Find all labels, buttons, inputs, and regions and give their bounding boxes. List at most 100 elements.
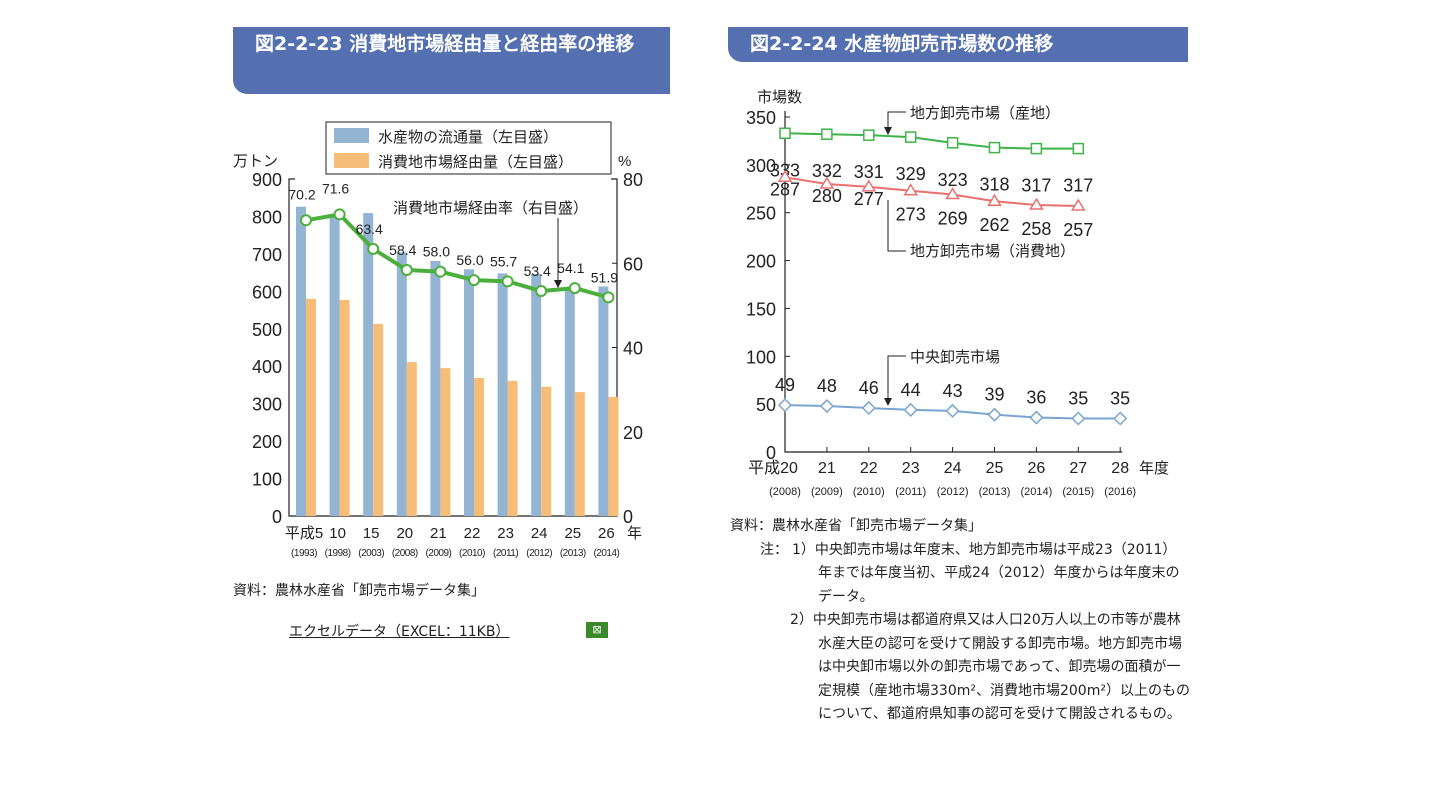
callout-consumption bbox=[887, 200, 906, 252]
rate-label: 58.0 bbox=[423, 244, 450, 260]
y-tick-label: 100 bbox=[746, 347, 776, 367]
y-left-tick-label: 600 bbox=[252, 282, 282, 302]
x-tick-label: 26 bbox=[598, 525, 615, 542]
y-right-tick-label: 80 bbox=[623, 170, 643, 190]
series-label-origin: 地方卸売市場（産地） bbox=[910, 105, 1060, 122]
marker-diamond bbox=[1071, 411, 1086, 426]
data-label: 331 bbox=[854, 162, 884, 182]
marker-square bbox=[1072, 142, 1085, 155]
x-tick-sub-label: (2009) bbox=[425, 548, 451, 559]
excel-data-link[interactable]: エクセルデータ（EXCEL：11KB） bbox=[289, 624, 510, 640]
x-tick-label: 25 bbox=[564, 525, 581, 542]
x-tick-label: 24 bbox=[531, 525, 548, 542]
data-label: 318 bbox=[979, 175, 1009, 195]
rate-point bbox=[535, 285, 548, 298]
marker-square bbox=[821, 128, 833, 140]
rate-line bbox=[305, 212, 609, 300]
y-left-tick-label: 100 bbox=[252, 470, 282, 490]
x-tick-label: 平成20 bbox=[748, 459, 798, 477]
x-tick-label: 平成5 bbox=[285, 525, 323, 542]
left-figure-title: 図2-2-23 消費地市場経由量と経由率の推移 bbox=[233, 27, 670, 94]
x-tick-sub-label: (2011) bbox=[895, 486, 926, 498]
data-label: 277 bbox=[854, 189, 884, 209]
data-label: 317 bbox=[1021, 176, 1051, 196]
rate-label: 71.6 bbox=[322, 180, 349, 196]
bar-flow bbox=[464, 269, 474, 516]
bar-flow bbox=[598, 286, 609, 516]
marker-triangle bbox=[819, 176, 835, 189]
rate-label: 51.9 bbox=[591, 269, 618, 285]
marker-diamond bbox=[819, 398, 834, 414]
y-left-unit: 万トン bbox=[233, 153, 278, 170]
x-tick-sub-label: (2009) bbox=[811, 486, 843, 498]
series-line bbox=[784, 176, 1079, 208]
marker-diamond bbox=[777, 398, 793, 413]
bar-flow bbox=[329, 214, 340, 516]
y-tick-label: 350 bbox=[746, 108, 776, 128]
data-label: 317 bbox=[1063, 176, 1093, 196]
excel-icon[interactable]: ⊠ bbox=[586, 622, 608, 638]
x-tick-sub-label: (2008) bbox=[769, 486, 801, 498]
rate-annotation: 消費地市場経由率（右目盛） bbox=[393, 200, 588, 217]
bar-consumption bbox=[574, 392, 585, 516]
y-tick-label: 300 bbox=[746, 156, 776, 176]
bar-flow bbox=[564, 286, 575, 516]
y-left-tick-label: 200 bbox=[252, 432, 282, 452]
x-tick-label: 20 bbox=[396, 525, 413, 542]
marker-triangle bbox=[987, 193, 1002, 206]
marker-triangle bbox=[945, 187, 960, 200]
data-label: 44 bbox=[901, 380, 921, 400]
x-tick-label: 23 bbox=[497, 525, 514, 542]
note-1: 注： 1）中央卸売市場は年度末、地方卸売市場は平成23（2011）年までは年度当初… bbox=[730, 539, 1190, 610]
data-label: 323 bbox=[938, 170, 968, 190]
bar-flow bbox=[396, 252, 407, 516]
x-tick-label: 15 bbox=[363, 525, 380, 542]
bar-flow bbox=[296, 206, 306, 516]
y-right-unit: % bbox=[618, 153, 631, 170]
x-tick-label: 24 bbox=[944, 460, 962, 477]
bar-consumption bbox=[306, 298, 316, 516]
rate-label: 56.0 bbox=[456, 252, 483, 268]
x-tick-label: 22 bbox=[860, 460, 878, 477]
y-left-tick-label: 700 bbox=[252, 245, 282, 265]
legend-label-flow: 水産物の流通量（左目盛） bbox=[378, 129, 558, 146]
marker-triangle bbox=[1029, 197, 1044, 210]
y-left-tick-label: 800 bbox=[252, 207, 282, 227]
y-left-tick-label: 400 bbox=[252, 357, 282, 377]
bar-flow bbox=[531, 274, 542, 516]
y-left-tick-label: 500 bbox=[252, 320, 282, 340]
data-label: 35 bbox=[1110, 389, 1130, 409]
bar-consumption bbox=[406, 362, 417, 516]
bar-flow bbox=[363, 213, 374, 516]
rate-label: 63.4 bbox=[356, 221, 383, 237]
y-right-tick-label: 60 bbox=[623, 254, 643, 274]
y-tick-label: 150 bbox=[746, 299, 776, 319]
x-tick-label: 21 bbox=[818, 460, 836, 477]
rate-label: 53.4 bbox=[524, 263, 551, 279]
x-tick-sub-label: (2010) bbox=[459, 548, 485, 559]
data-label: 39 bbox=[984, 385, 1004, 405]
data-label: 46 bbox=[859, 378, 879, 398]
x-tick-label: 22 bbox=[464, 525, 481, 542]
legend-label-consumption: 消費地市場経由量（左目盛） bbox=[378, 154, 573, 171]
callout-central bbox=[887, 355, 906, 402]
marker-diamond bbox=[1113, 411, 1128, 426]
x-tick-sub-label: (2015) bbox=[1062, 486, 1094, 498]
y-left-tick-label: 300 bbox=[252, 395, 282, 415]
x-tick-label: 23 bbox=[902, 460, 920, 477]
y-tick-label: 250 bbox=[746, 204, 776, 224]
marker-diamond bbox=[1029, 410, 1044, 425]
x-tick-sub-label: (2014) bbox=[1021, 486, 1053, 498]
x-tick-sub-label: (2013) bbox=[979, 486, 1011, 498]
left-chart: 0 100 200 300 400 500 600 700 800 900 0 20 40 60 80 万トン… bbox=[233, 121, 643, 559]
bar-consumption bbox=[440, 368, 451, 516]
bar-consumption bbox=[474, 377, 484, 516]
note-1-text: 1）中央卸売市場は年度末、地方卸売市場は平成23（2011）年までは年度当初、平… bbox=[792, 541, 1180, 605]
series-line bbox=[784, 132, 1079, 150]
marker-square bbox=[779, 127, 791, 140]
arrow-head bbox=[884, 398, 892, 406]
marker-square bbox=[1030, 142, 1043, 155]
bar-consumption bbox=[507, 380, 518, 516]
x-tick-label: 25 bbox=[986, 460, 1004, 477]
bar-consumption bbox=[541, 386, 552, 516]
